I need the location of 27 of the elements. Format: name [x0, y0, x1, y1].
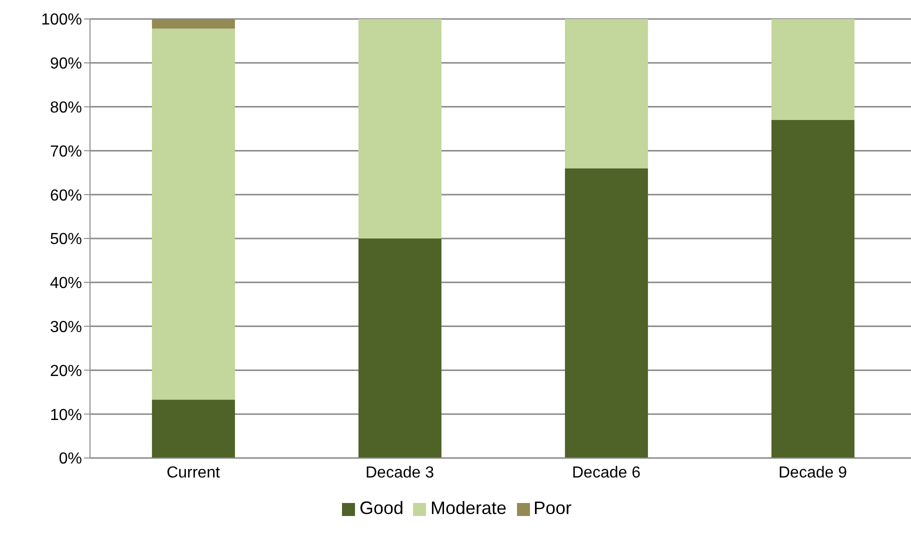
- y-tick-label: 80%: [50, 99, 82, 116]
- bar: [771, 120, 854, 458]
- bar: [564, 168, 648, 458]
- y-tick-label: 100%: [41, 12, 82, 29]
- y-tick-label: 40%: [50, 275, 82, 292]
- y-tick-label: 10%: [50, 406, 82, 424]
- y-tick-label: 30%: [50, 318, 82, 336]
- legend-label: Moderate: [430, 498, 507, 518]
- bar: [564, 19, 648, 168]
- y-tick-label: 60%: [50, 187, 82, 204]
- x-tick-label: Decade 6: [572, 464, 641, 482]
- bar: [771, 19, 854, 120]
- y-tick-label: 90%: [50, 56, 82, 73]
- bar: [152, 400, 235, 458]
- bar: [358, 19, 442, 238]
- bar: [358, 238, 442, 458]
- x-tick-label: Decade 9: [778, 464, 848, 482]
- bar: [152, 28, 235, 400]
- legend-label: Poor: [534, 498, 572, 518]
- bar: [152, 19, 235, 29]
- x-tick-label: Current: [166, 464, 220, 482]
- y-tick-label: 0%: [58, 450, 82, 468]
- y-tick-label: 70%: [50, 143, 82, 160]
- y-tick-label: 50%: [50, 231, 82, 248]
- legend-label: Good: [359, 498, 404, 518]
- x-tick-label: Decade 3: [366, 464, 434, 482]
- y-tick-label: 20%: [50, 362, 82, 380]
